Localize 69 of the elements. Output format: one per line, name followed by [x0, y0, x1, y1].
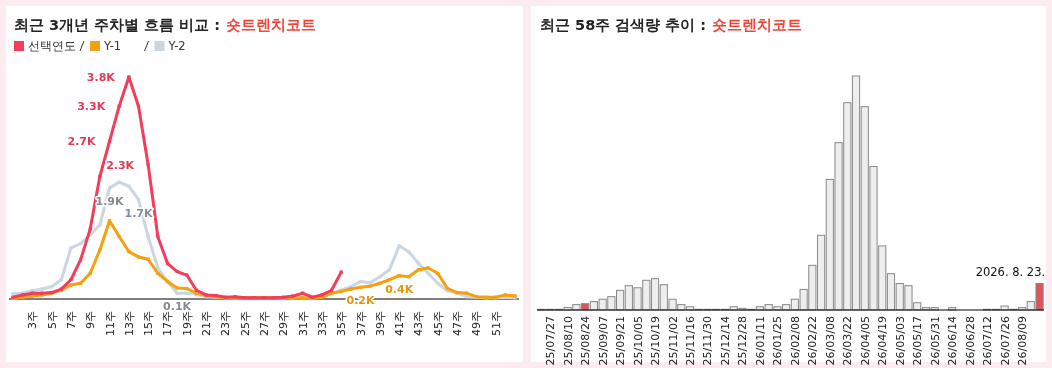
x-tick-label: 25주	[238, 311, 252, 336]
x-tick-label: 31주	[296, 311, 310, 336]
x-tick-label: 47주	[451, 311, 465, 336]
chart-title: 최근 3개년 주차별 흐름 비교 :	[14, 17, 221, 33]
chart-title: 최근 58주 검색량 추이 :	[540, 17, 707, 33]
data-label: 1.9K	[95, 195, 125, 208]
data-label: 0.4K	[385, 282, 414, 296]
x-tick-label: 29주	[277, 311, 291, 336]
x-tick-label: 25/07/27	[544, 316, 558, 366]
x-tick-label: 26/01/25	[771, 316, 785, 366]
x-tick-label: 27주	[258, 311, 271, 336]
x-tick-label: 26/02/08	[788, 316, 802, 366]
data-label: 2.3K	[106, 158, 135, 172]
x-tick-label: 15주	[142, 311, 156, 336]
x-tick-label: 25/11/16	[684, 316, 698, 366]
legend-label: 선택연도	[28, 39, 76, 53]
x-tick-label: 26/03/08	[823, 316, 837, 366]
data-label: 0.2K	[346, 294, 376, 308]
annotation: 2026. 8. 23.	[975, 264, 1046, 279]
x-tick-label: 25/09/07	[596, 316, 610, 366]
x-tick-label: 26/05/31	[928, 316, 942, 366]
x-tick-label: 26/03/22	[841, 316, 855, 366]
x-tick-label: 26/02/22	[806, 316, 820, 366]
data-label: 3.3K	[77, 100, 106, 114]
x-tick-label: 25/09/21	[614, 316, 628, 366]
x-tick-label: 39주	[373, 311, 387, 336]
x-tick-label: 21주	[200, 311, 214, 336]
x-tick-label: 26/06/28	[963, 316, 977, 366]
legend-label: Y-1	[103, 39, 122, 53]
x-tick-label: 25/12/28	[736, 316, 750, 366]
x-tick-label: 37주	[354, 311, 368, 336]
x-tick-label: 13주	[122, 311, 136, 336]
x-tick-label: 25/10/05	[631, 316, 645, 366]
x-tick-label: 9주	[84, 311, 98, 329]
x-tick-label: 5주	[45, 311, 59, 329]
x-tick-label: 25/11/30	[701, 316, 715, 366]
x-tick-label: 49주	[470, 311, 484, 336]
x-tick-label: 41주	[393, 311, 407, 336]
x-tick-label: 25/12/14	[718, 316, 732, 366]
data-label: 2.7K	[67, 135, 97, 149]
x-tick-label: 17주	[161, 311, 175, 336]
x-tick-label: 7주	[64, 311, 78, 329]
data-label: 1.7K	[124, 206, 153, 220]
x-tick-label: 26/07/12	[981, 316, 995, 366]
x-tick-label: 26/06/14	[946, 316, 960, 366]
x-tick-label: 26/04/05	[858, 316, 872, 366]
x-tick-label: 11주	[103, 311, 117, 336]
x-tick-label: 26/08/09	[1016, 316, 1030, 366]
x-tick-label: 23주	[219, 311, 233, 336]
x-tick-label: 26/04/19	[876, 316, 890, 366]
x-tick-label: 26/05/03	[893, 316, 907, 366]
x-tick-label: 3주	[26, 311, 40, 329]
x-tick-label: 26/07/26	[998, 316, 1012, 366]
x-tick-label: 43주	[412, 311, 426, 336]
x-tick-label: 26/05/17	[911, 316, 925, 366]
x-tick-label: 33주	[315, 311, 329, 336]
x-tick-label: 19주	[180, 311, 194, 336]
x-tick-label: 25/08/24	[579, 316, 593, 366]
x-tick-label: 26/01/11	[753, 316, 767, 366]
x-tick-label: 51주	[489, 311, 503, 336]
x-tick-label: 25/10/19	[649, 316, 663, 366]
data-label: 3.8K	[86, 71, 116, 84]
legend-label: Y-2	[167, 39, 186, 53]
x-tick-label: 35주	[335, 311, 349, 336]
x-tick-label: 45주	[431, 311, 445, 336]
chart-subtitle: 숏트렌치코트	[226, 17, 317, 33]
chart-subtitle: 숏트렌치코트	[712, 17, 803, 33]
x-tick-label: 25/11/02	[666, 316, 680, 366]
x-tick-label: 25/08/10	[561, 316, 575, 366]
